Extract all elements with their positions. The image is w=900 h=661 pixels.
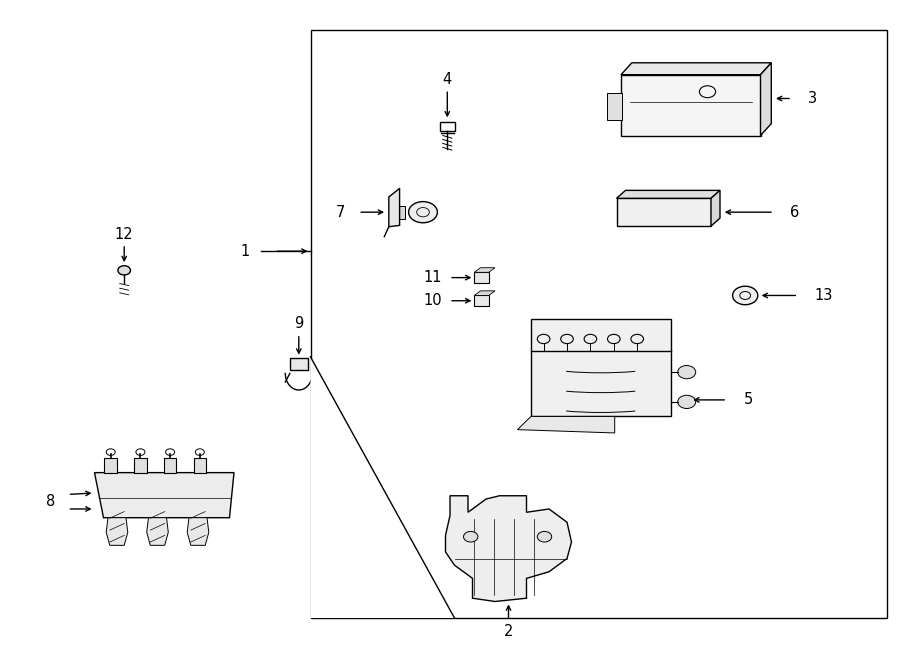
Circle shape <box>537 531 552 542</box>
Polygon shape <box>760 63 771 136</box>
Text: 4: 4 <box>443 72 452 87</box>
FancyBboxPatch shape <box>164 458 176 473</box>
Polygon shape <box>187 518 209 545</box>
Polygon shape <box>531 319 670 416</box>
Polygon shape <box>621 75 760 136</box>
Text: 10: 10 <box>424 293 442 308</box>
Text: 5: 5 <box>743 393 752 407</box>
Polygon shape <box>389 206 405 219</box>
Polygon shape <box>518 416 615 433</box>
Polygon shape <box>147 518 168 545</box>
Circle shape <box>409 202 437 223</box>
Circle shape <box>464 531 478 542</box>
FancyBboxPatch shape <box>134 458 147 473</box>
Polygon shape <box>474 268 495 272</box>
FancyBboxPatch shape <box>194 458 206 473</box>
Polygon shape <box>474 291 495 295</box>
Polygon shape <box>621 63 771 75</box>
Circle shape <box>118 266 130 275</box>
Text: 2: 2 <box>504 624 513 639</box>
Polygon shape <box>94 473 234 518</box>
FancyBboxPatch shape <box>104 458 117 473</box>
Circle shape <box>733 286 758 305</box>
Text: 3: 3 <box>808 91 817 106</box>
FancyBboxPatch shape <box>290 358 308 370</box>
Polygon shape <box>474 272 489 283</box>
Polygon shape <box>616 190 720 198</box>
Text: 1: 1 <box>240 244 249 258</box>
Circle shape <box>678 366 696 379</box>
Text: 11: 11 <box>424 270 442 285</box>
Polygon shape <box>389 188 400 227</box>
Circle shape <box>678 395 696 408</box>
Polygon shape <box>711 190 720 226</box>
Polygon shape <box>446 496 572 602</box>
Polygon shape <box>106 518 128 545</box>
Text: 6: 6 <box>790 205 799 219</box>
Text: 9: 9 <box>294 317 303 331</box>
Text: 8: 8 <box>46 494 55 509</box>
FancyBboxPatch shape <box>608 93 622 120</box>
Polygon shape <box>616 198 711 226</box>
Polygon shape <box>310 357 454 618</box>
Text: 7: 7 <box>336 205 345 219</box>
Text: 13: 13 <box>814 288 832 303</box>
Text: 12: 12 <box>115 227 133 242</box>
Polygon shape <box>474 295 489 306</box>
